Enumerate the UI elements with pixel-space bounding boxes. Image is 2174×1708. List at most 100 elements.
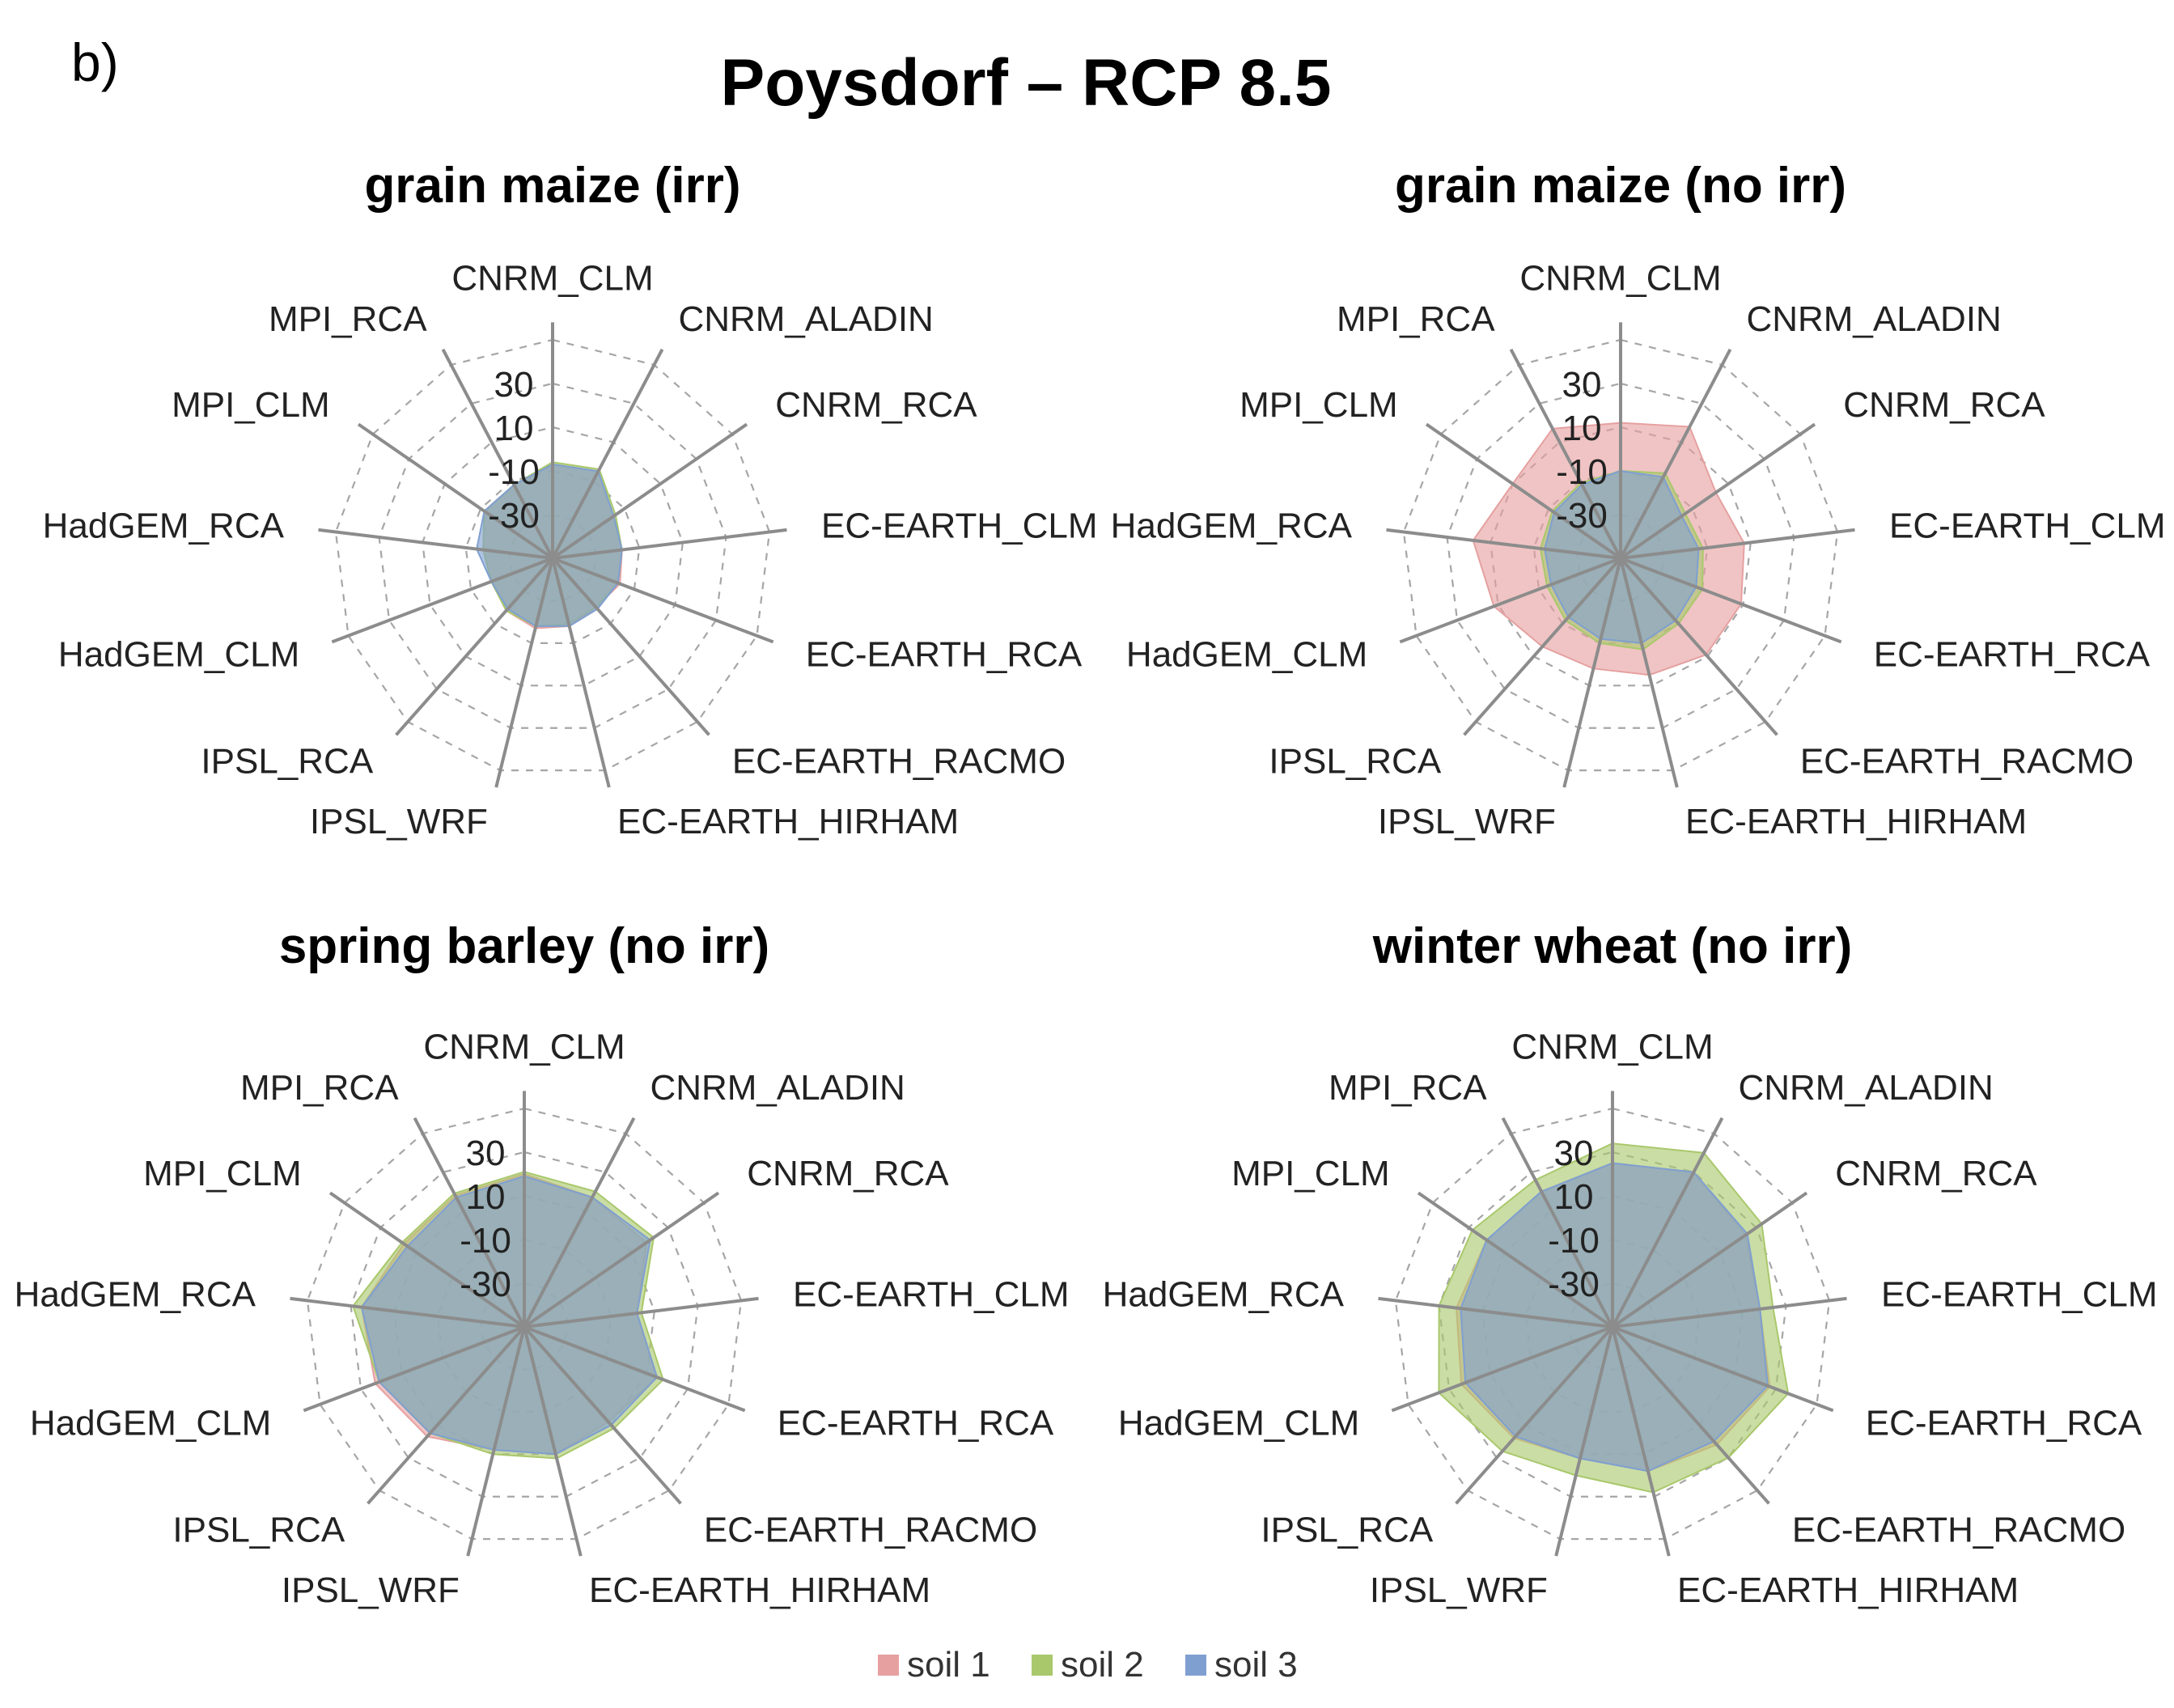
- category-label-ec-earth-rca: EC-EARTH_RCA: [778, 1404, 1054, 1443]
- panel-label: b): [71, 32, 119, 92]
- spoke: [1417, 1191, 1614, 1329]
- category-label-mpi-clm: MPI_CLM: [1231, 1154, 1390, 1193]
- category-label-mpi-rca: MPI_RCA: [1337, 299, 1495, 339]
- tick-label: 10: [466, 1177, 506, 1217]
- category-label-mpi-clm: MPI_CLM: [143, 1154, 302, 1193]
- spoke: [1612, 1325, 1834, 1413]
- legend: soil 1 soil 2 soil 3: [878, 1645, 1298, 1685]
- category-label-cnrm-aladin: CNRM_ALADIN: [1738, 1068, 1993, 1108]
- legend-label-soil-1: soil 1: [907, 1645, 990, 1685]
- legend-label-soil-3: soil 3: [1214, 1645, 1298, 1685]
- category-label-ipsl-wrf: IPSL_WRF: [310, 802, 488, 841]
- spoke: [523, 1296, 759, 1329]
- spoke: [1554, 1326, 1614, 1557]
- category-label-ec-earth-hirham: EC-EARTH_HIRHAM: [617, 802, 959, 841]
- category-label-cnrm-aladin: CNRM_ALADIN: [678, 299, 933, 339]
- chart-title: grain maize (no irr): [1395, 158, 1846, 214]
- legend-swatch-soil-3: [1185, 1655, 1206, 1676]
- category-label-cnrm-clm: CNRM_CLM: [1519, 259, 1721, 299]
- spoke: [413, 1117, 526, 1328]
- spoke: [1612, 1296, 1847, 1329]
- spoke: [523, 1326, 583, 1557]
- spoke: [1378, 1296, 1613, 1329]
- spoke: [441, 348, 554, 559]
- category-label-ec-earth-racmo: EC-EARTH_RACMO: [704, 1510, 1037, 1549]
- chart-title: grain maize (irr): [364, 158, 740, 214]
- category-label-cnrm-clm: CNRM_CLM: [423, 1028, 625, 1067]
- category-label-cnrm-clm: CNRM_CLM: [1511, 1028, 1713, 1067]
- spoke: [1611, 1117, 1724, 1328]
- category-label-hadgem-clm: HadGEM_CLM: [1126, 635, 1367, 675]
- grid-ring: [1446, 382, 1795, 729]
- spoke: [1501, 1117, 1614, 1328]
- category-label-mpi-clm: MPI_CLM: [1240, 385, 1398, 425]
- grid-ring: [350, 1151, 699, 1498]
- legend-swatch-soil-2: [1032, 1655, 1053, 1676]
- spoke: [1391, 1325, 1613, 1413]
- category-label-hadgem-rca: HadGEM_RCA: [15, 1275, 256, 1315]
- spoke: [1619, 557, 1679, 788]
- main-title: Poysdorf – RCP 8.5: [721, 46, 1332, 120]
- category-label-hadgem-clm: HadGEM_CLM: [30, 1404, 271, 1443]
- series-area-soil-3: [1460, 1162, 1769, 1473]
- spoke: [551, 557, 611, 788]
- category-label-cnrm-rca: CNRM_RCA: [1843, 385, 2045, 425]
- category-label-hadgem-rca: HadGEM_RCA: [1111, 506, 1353, 546]
- spoke: [395, 557, 554, 736]
- tick-label: 30: [1554, 1134, 1594, 1173]
- category-label-ipsl-rca: IPSL_RCA: [1269, 741, 1441, 781]
- spoke: [357, 422, 554, 560]
- category-label-ec-earth-clm: EC-EARTH_CLM: [1889, 506, 2165, 546]
- category-label-hadgem-rca: HadGEM_RCA: [43, 506, 285, 546]
- tick-label: -10: [1548, 1221, 1600, 1261]
- category-label-ipsl-wrf: IPSL_WRF: [1378, 802, 1556, 841]
- spoke: [1425, 422, 1622, 560]
- category-label-ipsl-wrf: IPSL_WRF: [282, 1570, 460, 1610]
- spoke: [552, 557, 774, 644]
- category-label-ec-earth-racmo: EC-EARTH_RACMO: [732, 741, 1066, 781]
- spoke: [523, 1325, 746, 1413]
- spoke: [1619, 422, 1816, 560]
- spoke: [1455, 1325, 1614, 1505]
- tick-label: 10: [494, 409, 534, 448]
- spoke: [1386, 528, 1621, 560]
- category-label-ec-earth-hirham: EC-EARTH_HIRHAM: [1677, 1570, 2019, 1610]
- category-label-cnrm-rca: CNRM_RCA: [1835, 1154, 2037, 1193]
- spoke: [1562, 557, 1622, 788]
- spoke: [318, 528, 553, 560]
- chart-title: spring barley (no irr): [279, 918, 769, 974]
- category-label-ipsl-rca: IPSL_RCA: [201, 741, 373, 781]
- radar-chart-grain-maize-irr: grain maize (irr) -30-10 10 30 CNRM_CLM CNRM_…: [43, 158, 1098, 841]
- category-label-mpi-clm: MPI_CLM: [172, 385, 330, 425]
- tick-label: -10: [488, 452, 540, 492]
- category-label-ipsl-rca: IPSL_RCA: [172, 1510, 345, 1549]
- tick-label: 30: [494, 365, 534, 405]
- spoke: [551, 422, 748, 560]
- category-label-mpi-rca: MPI_RCA: [240, 1068, 399, 1108]
- radar-chart-grain-maize-no-irr: grain maize (no irr) -30-10 10 30 CNRM_CLM CN…: [1111, 158, 2166, 841]
- category-label-ec-earth-rca: EC-EARTH_RCA: [806, 635, 1083, 675]
- spoke: [1619, 348, 1732, 559]
- tick-label: -30: [460, 1265, 511, 1304]
- category-label-hadgem-rca: HadGEM_RCA: [1103, 1275, 1345, 1315]
- category-label-ec-earth-clm: EC-EARTH_CLM: [821, 506, 1097, 546]
- category-label-ec-earth-hirham: EC-EARTH_HIRHAM: [589, 1570, 930, 1610]
- spoke: [1399, 557, 1621, 644]
- tick-label: 30: [466, 1134, 506, 1173]
- category-label-ec-earth-racmo: EC-EARTH_RACMO: [1792, 1510, 2125, 1549]
- tick-label: -10: [460, 1221, 511, 1261]
- spoke: [523, 1191, 720, 1329]
- spoke: [552, 528, 787, 560]
- spoke: [1620, 528, 1855, 560]
- grid-ring: [464, 469, 641, 644]
- spoke: [1509, 348, 1622, 559]
- spoke: [1463, 557, 1622, 736]
- tick-label: -30: [488, 496, 540, 536]
- category-label-ec-earth-rca: EC-EARTH_RCA: [1874, 635, 2151, 675]
- tick-label: 10: [1554, 1177, 1594, 1217]
- legend-swatch-soil-1: [878, 1655, 899, 1676]
- chart-title: winter wheat (no irr): [1372, 918, 1852, 974]
